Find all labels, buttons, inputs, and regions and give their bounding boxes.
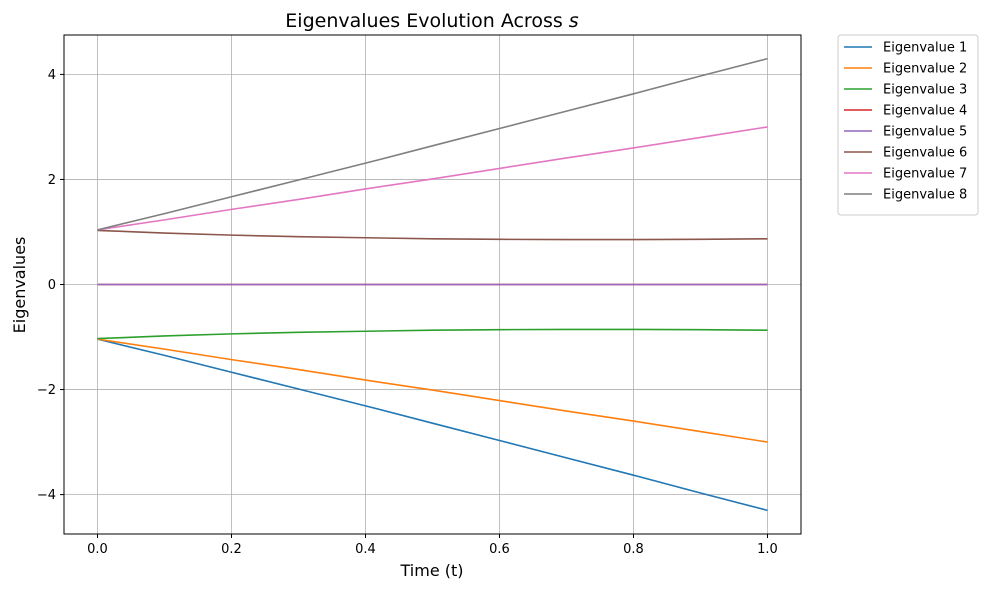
x-axis-ticks: 0.0 0.2 0.4 0.6 0.8 1.0: [87, 534, 778, 557]
x-tick-label: 0.0: [87, 542, 108, 557]
y-tick-label: 2: [48, 173, 56, 188]
legend-label: Eigenvalue 4: [883, 104, 967, 119]
legend-label: Eigenvalue 6: [883, 146, 967, 161]
legend-label: Eigenvalue 3: [883, 83, 967, 98]
legend-label: Eigenvalue 1: [883, 41, 967, 56]
x-tick-label: 0.4: [355, 542, 376, 557]
legend: Eigenvalue 1 Eigenvalue 2 Eigenvalue 3 Eige…: [837, 34, 979, 216]
chart-title-text: Eigenvalues Evolution Across: [285, 10, 569, 32]
series-line-eigenvalue-7: [97, 126, 768, 231]
y-tick-label: 0: [48, 278, 56, 293]
legend-label: Eigenvalue 2: [883, 62, 967, 77]
series-lines: [97, 57, 768, 512]
x-axis-label: Time (t): [400, 561, 464, 580]
x-tick-label: 0.6: [489, 542, 510, 557]
y-axis-ticks: −4 −2 0 2 4: [37, 68, 64, 503]
y-tick-label: 4: [48, 68, 56, 83]
legend-label: Eigenvalue 7: [883, 167, 967, 182]
y-tick-label: −4: [37, 488, 56, 503]
series-line-eigenvalue-1: [97, 338, 768, 512]
y-tick-label: −2: [37, 383, 56, 398]
series-line-eigenvalue-6: [97, 229, 768, 241]
legend-frame: [837, 34, 979, 216]
series-line-eigenvalue-8: [97, 57, 768, 231]
legend-label: Eigenvalue 8: [883, 188, 967, 203]
series-line-eigenvalue-2: [97, 338, 768, 443]
x-tick-label: 0.2: [221, 542, 242, 557]
chart-title-variable: s: [569, 10, 579, 32]
x-tick-label: 0.8: [623, 542, 644, 557]
chart-title: Eigenvalues Evolution Across s: [285, 10, 579, 32]
x-tick-label: 1.0: [757, 542, 778, 557]
series-line-eigenvalue-3: [97, 328, 768, 340]
y-axis-label: Eigenvalues: [10, 237, 29, 334]
legend-label: Eigenvalue 5: [883, 125, 967, 140]
